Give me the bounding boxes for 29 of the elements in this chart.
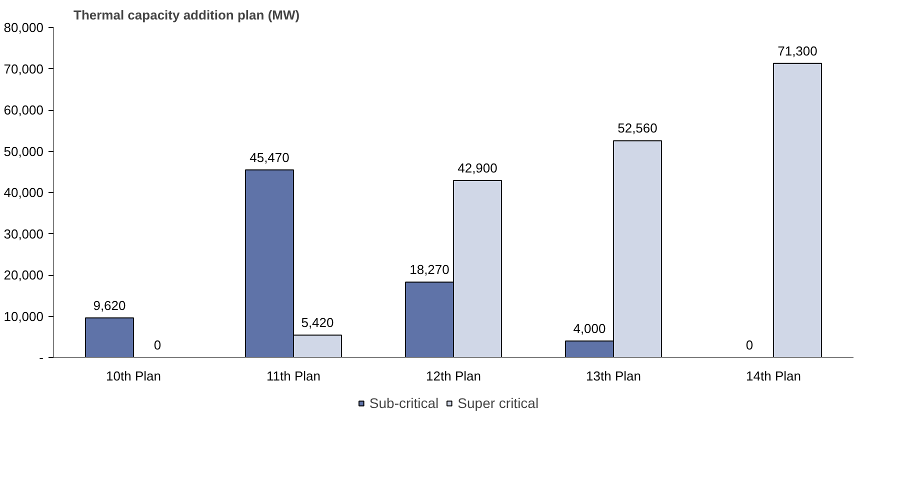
x-tick-label: 10th Plan (106, 368, 161, 384)
legend-label: Super critical (458, 395, 539, 411)
data-label: 42,900 (458, 160, 498, 176)
y-tick-label: 20,000 (4, 268, 44, 282)
y-tick-label: 40,000 (4, 185, 44, 200)
y-tick-label: 10,000 (4, 308, 44, 324)
x-tick-label: 14th Plan (746, 368, 801, 384)
bar (773, 62, 822, 358)
y-tick-label: - (39, 350, 44, 365)
x-tick-label: 12th Plan (426, 368, 481, 384)
y-tick-label: 60,000 (4, 102, 44, 118)
y-tick-label: 30,000 (4, 226, 44, 242)
y-tick-label: 70,000 (4, 61, 44, 76)
data-label: 18,270 (410, 262, 450, 278)
data-label: 0 (746, 338, 754, 352)
data-label: 45,470 (250, 150, 290, 165)
y-tick-label: 80,000 (4, 20, 44, 35)
data-label: 9,620 (93, 298, 126, 313)
legend-label: Sub-critical (369, 395, 439, 411)
data-label: 71,300 (778, 43, 818, 58)
chart-title: Thermal capacity addition plan (MW) (74, 8, 300, 22)
x-tick-label: 13th Plan (586, 368, 641, 384)
data-label: 5,420 (301, 315, 334, 330)
y-tick-label: 50,000 (4, 144, 44, 159)
data-label: 52,560 (618, 120, 658, 136)
data-label: 4,000 (573, 321, 606, 336)
x-tick-label: 11th Plan (266, 368, 320, 384)
data-label: 0 (154, 338, 162, 352)
bar (85, 317, 134, 358)
